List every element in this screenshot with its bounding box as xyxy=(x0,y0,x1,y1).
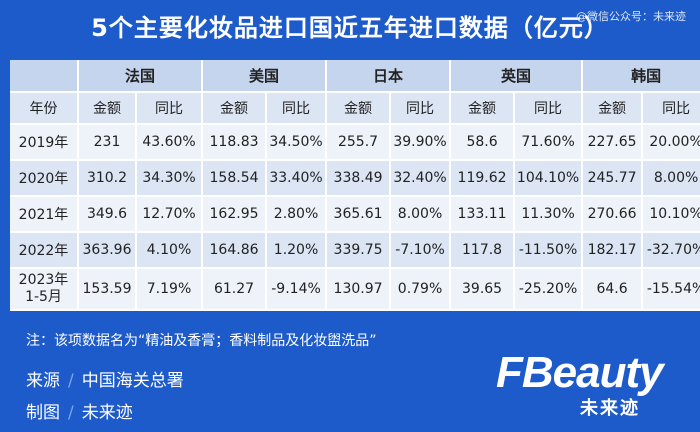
slash-divider: / xyxy=(68,403,74,423)
amount-header: 金额 xyxy=(78,92,137,125)
country-france: 法国 xyxy=(78,60,204,93)
table-cell: 2.80% xyxy=(266,196,328,233)
table-cell: 12.70% xyxy=(136,196,204,233)
table-cell: 255.7 xyxy=(326,124,392,161)
slash-divider: / xyxy=(68,371,74,391)
year-cell: 2020年 xyxy=(10,160,79,197)
fbeauty-logo: FBeauty 未来迹 xyxy=(496,348,676,419)
country-usa: 美国 xyxy=(202,60,328,93)
table-cell: 270.66 xyxy=(582,196,644,233)
table-cell: 363.96 xyxy=(78,232,137,269)
country-uk: 英国 xyxy=(450,60,584,93)
source-line: 来源 / 中国海关总署 xyxy=(26,366,184,391)
yoy-header: 同比 xyxy=(390,92,452,125)
table-row: 2019年 231 43.60% 118.83 34.50% 255.7 39.… xyxy=(10,124,700,161)
blank-header-cell xyxy=(10,60,79,93)
table-row: 2020年 310.2 34.30% 158.54 33.40% 338.49 … xyxy=(10,160,700,197)
table-cell: 61.27 xyxy=(202,268,268,311)
table-cell: 71.60% xyxy=(514,124,584,161)
country-header-row: 法国 美国 日本 英国 韩国 xyxy=(10,60,700,93)
table-cell: 104.10% xyxy=(514,160,584,197)
year-cell: 2019年 xyxy=(10,124,79,161)
table-cell: 162.95 xyxy=(202,196,268,233)
table-cell: -25.20% xyxy=(514,268,584,311)
table-cell: 39.65 xyxy=(450,268,516,311)
page-title: 5个主要化妆品进口国近五年进口数据（亿元） xyxy=(91,14,609,42)
table-cell: 39.90% xyxy=(390,124,452,161)
table-row: 2022年 363.96 4.10% 164.86 1.20% 339.75 -… xyxy=(10,232,700,269)
footer-panel xyxy=(0,322,700,432)
table-cell: 0.79% xyxy=(390,268,452,311)
table-cell: 33.40% xyxy=(266,160,328,197)
subheader-row: 年份 金额 同比 金额 同比 金额 同比 金额 同比 金额 同比 xyxy=(10,92,700,125)
table-row: 2023年 1-5月 153.59 7.19% 61.27 -9.14% 130… xyxy=(10,268,700,311)
table-cell: 231 xyxy=(78,124,137,161)
table-cell: 4.10% xyxy=(136,232,204,269)
table-cell: 338.49 xyxy=(326,160,392,197)
logo-wordmark: FBeauty xyxy=(496,348,664,397)
table-cell: -7.10% xyxy=(390,232,452,269)
table-cell: 10.10% xyxy=(642,196,700,233)
table-cell: 349.6 xyxy=(78,196,137,233)
table-cell: 118.83 xyxy=(202,124,268,161)
data-table: 法国 美国 日本 英国 韩国 年份 金额 同比 金额 同比 金额 同比 金额 同… xyxy=(10,60,700,311)
table-cell: 7.19% xyxy=(136,268,204,311)
table-cell: 34.50% xyxy=(266,124,328,161)
table-cell: 182.17 xyxy=(582,232,644,269)
table-cell: 245.77 xyxy=(582,160,644,197)
yoy-header: 同比 xyxy=(136,92,204,125)
year-line-1: 2023年 xyxy=(18,272,69,288)
table-cell: 130.97 xyxy=(326,268,392,311)
made-value: 未来迹 xyxy=(81,403,133,423)
table-row: 2021年 349.6 12.70% 162.95 2.80% 365.61 8… xyxy=(10,196,700,233)
amount-header: 金额 xyxy=(450,92,516,125)
table-cell: 310.2 xyxy=(78,160,137,197)
yoy-header: 同比 xyxy=(514,92,584,125)
made-by-line: 制图 / 未来迹 xyxy=(26,398,133,423)
country-japan: 日本 xyxy=(326,60,452,93)
yoy-header: 同比 xyxy=(642,92,700,125)
table-cell: 1.20% xyxy=(266,232,328,269)
table-cell: -9.14% xyxy=(266,268,328,311)
year-cell: 2023年 1-5月 xyxy=(10,268,79,311)
watermark-text: @微信公众号：未来迹 xyxy=(576,10,686,23)
table-cell: 133.11 xyxy=(450,196,516,233)
table-cell: 58.6 xyxy=(450,124,516,161)
amount-header: 金额 xyxy=(582,92,644,125)
table-cell: 43.60% xyxy=(136,124,204,161)
made-label: 制图 xyxy=(26,403,60,423)
year-header: 年份 xyxy=(10,92,79,125)
title-bar: 5个主要化妆品进口国近五年进口数据（亿元） xyxy=(0,0,700,50)
yoy-header: 同比 xyxy=(266,92,328,125)
table-cell: 365.61 xyxy=(326,196,392,233)
table-cell: 20.00% xyxy=(642,124,700,161)
logo-subtitle: 未来迹 xyxy=(580,398,640,419)
table-cell: 32.40% xyxy=(390,160,452,197)
year-cell: 2022年 xyxy=(10,232,79,269)
table-cell: 164.86 xyxy=(202,232,268,269)
table-cell: -32.70% xyxy=(642,232,700,269)
table-cell: 34.30% xyxy=(136,160,204,197)
year-line-2: 1-5月 xyxy=(25,289,62,305)
table-cell: 339.75 xyxy=(326,232,392,269)
table-cell: -15.54% xyxy=(642,268,700,311)
table-cell: 119.62 xyxy=(450,160,516,197)
source-value: 中国海关总署 xyxy=(81,371,184,391)
source-label: 来源 xyxy=(26,371,60,391)
amount-header: 金额 xyxy=(326,92,392,125)
footnote: 注：该项数据名为“精油及香膏；香料制品及化妆盥洗品” xyxy=(26,333,377,349)
table-cell: 158.54 xyxy=(202,160,268,197)
table-cell: 153.59 xyxy=(78,268,137,311)
table-cell: 11.30% xyxy=(514,196,584,233)
table-cell: 8.00% xyxy=(642,160,700,197)
table-cell: 8.00% xyxy=(390,196,452,233)
amount-header: 金额 xyxy=(202,92,268,125)
country-korea: 韩国 xyxy=(582,60,700,93)
table-cell: -11.50% xyxy=(514,232,584,269)
table-cell: 227.65 xyxy=(582,124,644,161)
year-cell: 2021年 xyxy=(10,196,79,233)
table-cell: 64.6 xyxy=(582,268,644,311)
table-cell: 117.8 xyxy=(450,232,516,269)
